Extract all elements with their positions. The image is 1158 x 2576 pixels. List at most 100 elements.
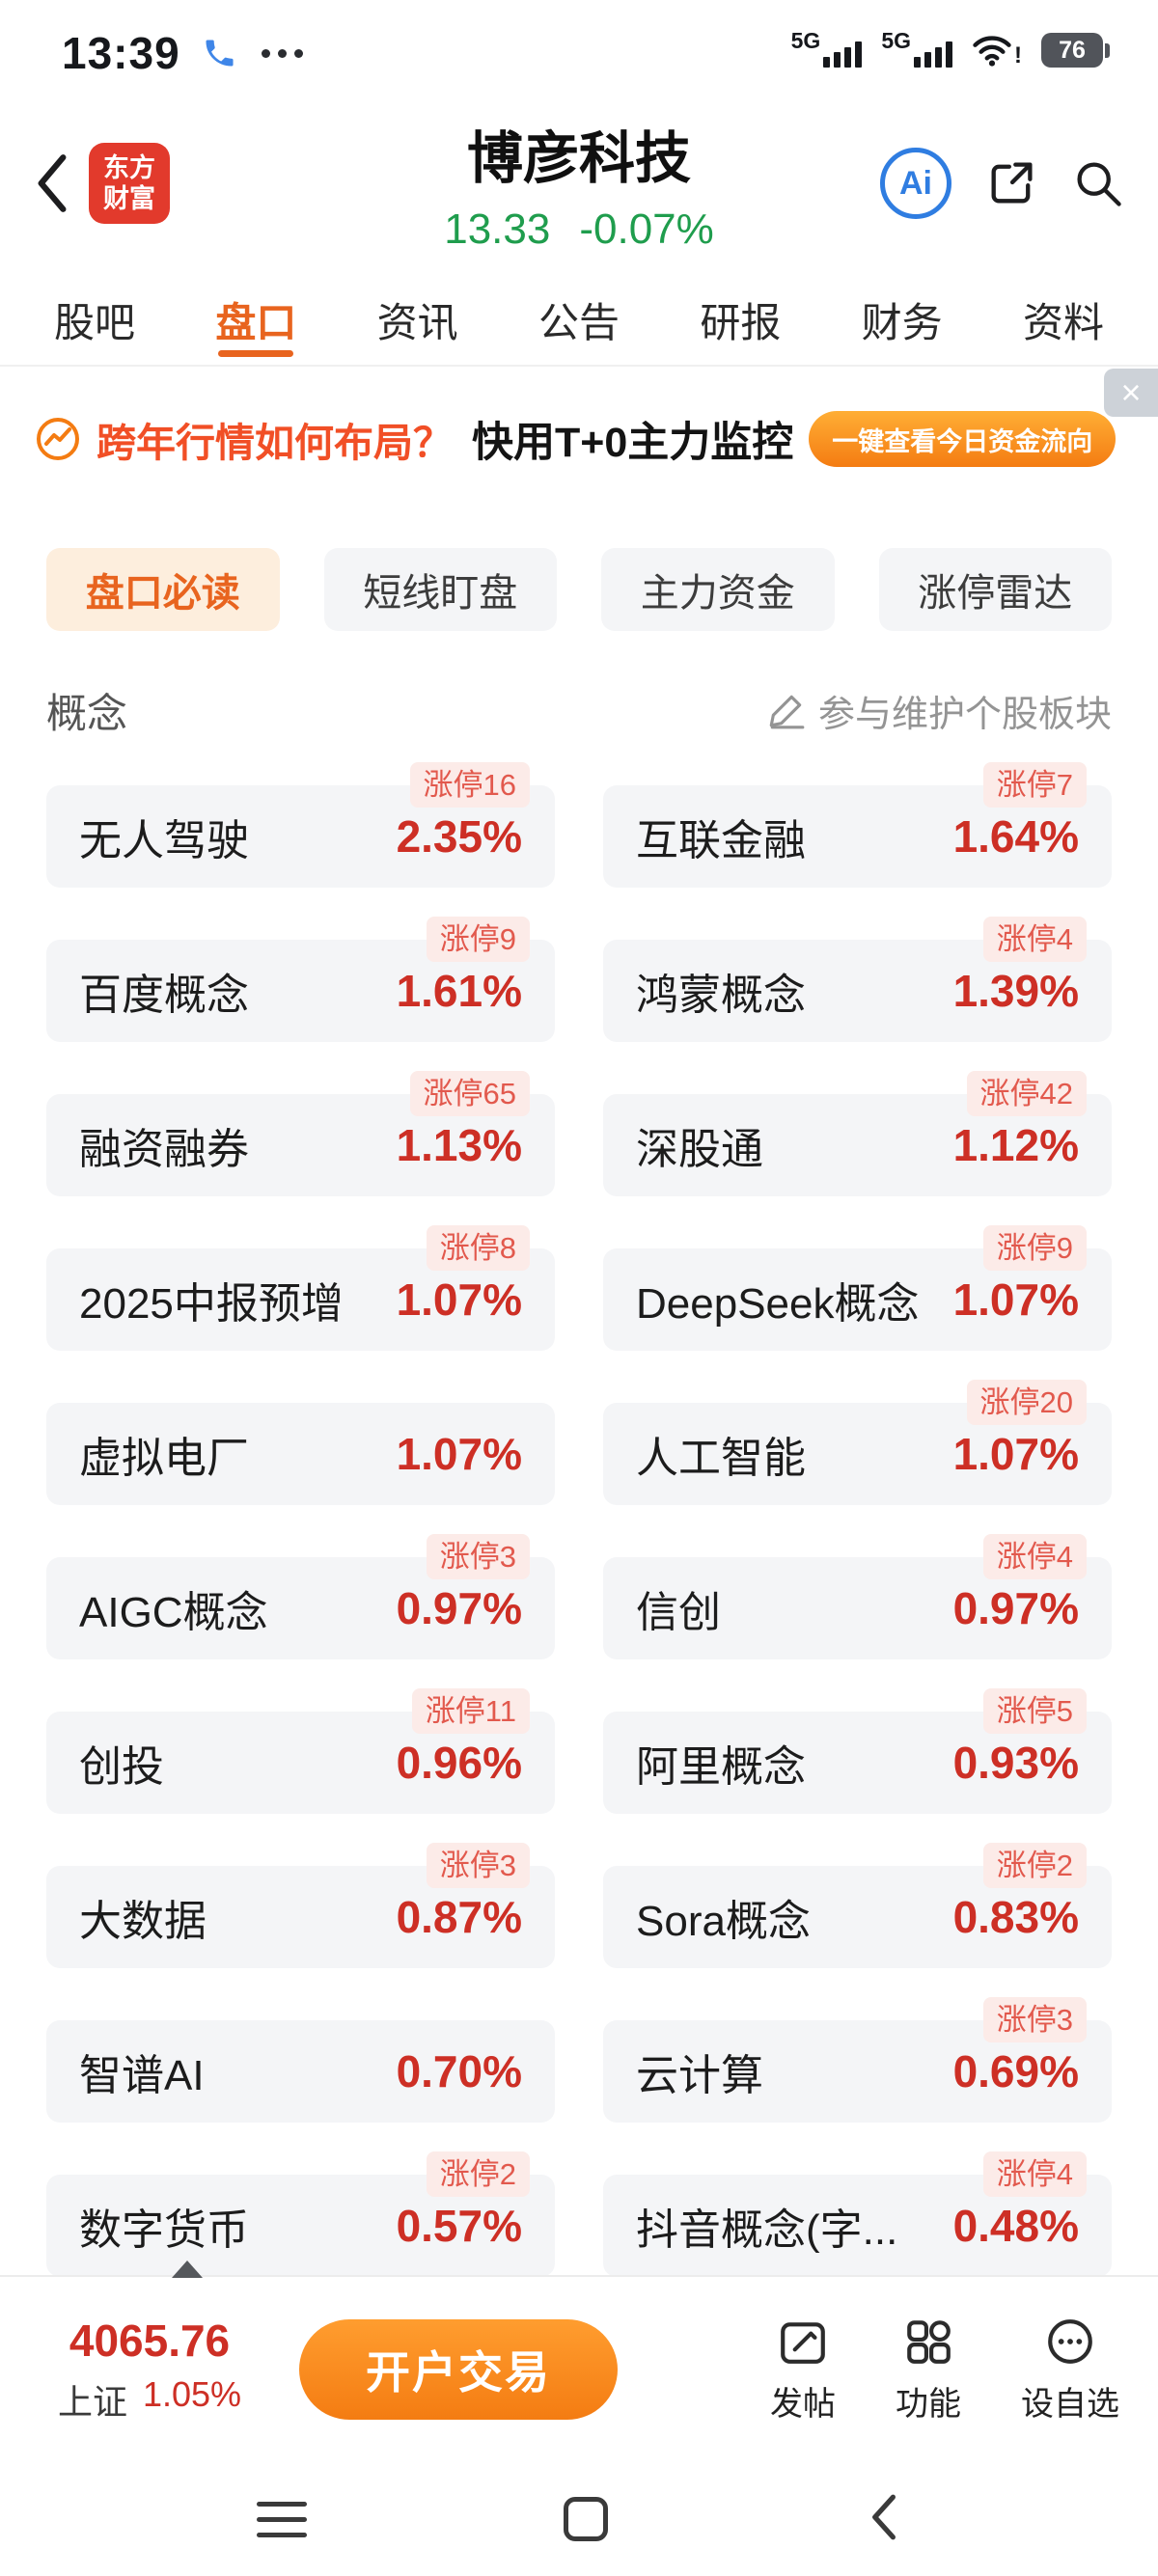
concept-card[interactable]: 智谱AI 0.70% xyxy=(46,2020,555,2123)
concept-cell: 涨停4 抖音概念(字... 0.48% xyxy=(603,2151,1112,2277)
concept-cell: 涨停11 创投 0.96% xyxy=(46,1688,555,1814)
limit-up-badge: 涨停16 xyxy=(409,762,530,808)
concept-name: 虚拟电厂 xyxy=(79,1435,249,1482)
concept-card[interactable]: 阿里概念 0.93% xyxy=(603,1712,1112,1814)
concept-card[interactable]: 百度概念 1.61% xyxy=(46,940,555,1042)
functions-button[interactable]: 功能 xyxy=(896,2316,961,2425)
filter-chip[interactable]: 盘口必读 xyxy=(46,548,280,631)
concept-card[interactable]: 无人驾驶 2.35% xyxy=(46,785,555,888)
add-watchlist-button[interactable]: 设自选 xyxy=(1021,2316,1119,2425)
back-icon[interactable] xyxy=(33,151,69,215)
index-value: 4065.76 xyxy=(69,2316,231,2366)
concept-change: 0.48% xyxy=(952,2201,1079,2251)
concept-cell: 涨停4 鸿蒙概念 1.39% xyxy=(603,917,1112,1042)
concept-name: 创投 xyxy=(79,1743,164,1791)
share-icon[interactable] xyxy=(984,156,1038,210)
concept-name: 抖音概念(字... xyxy=(636,2206,898,2254)
banner-close-icon[interactable]: × xyxy=(1104,369,1158,417)
filter-chip[interactable]: 短线盯盘 xyxy=(323,548,557,631)
concept-cell: 涨停5 阿里概念 0.93% xyxy=(603,1688,1112,1814)
limit-up-badge: 涨停20 xyxy=(966,1380,1087,1425)
chip-row: 盘口必读 短线盯盘 主力资金 涨停雷达 xyxy=(0,548,1158,631)
concept-change: 1.61% xyxy=(396,966,522,1016)
index-change: 1.05% xyxy=(142,2374,242,2414)
nav-back-icon[interactable] xyxy=(865,2491,901,2548)
filter-chip[interactable]: 主力资金 xyxy=(601,548,835,631)
status-bar: 13:39 5G 5G ! 76 xyxy=(0,0,1158,93)
page-title: 博彦科技 xyxy=(466,127,691,190)
concept-cell: 涨停3 AIGC概念 0.97% xyxy=(46,1534,555,1659)
concept-name: 百度概念 xyxy=(79,972,249,1019)
home-icon[interactable] xyxy=(564,2497,608,2541)
concept-change: 1.12% xyxy=(952,1120,1079,1170)
concept-name: 无人驾驶 xyxy=(79,817,249,864)
limit-up-badge: 涨停9 xyxy=(426,917,530,962)
tab[interactable]: 财务 xyxy=(861,299,943,345)
more-circle-icon xyxy=(1048,2318,1092,2364)
eastmoney-logo[interactable]: 东方 财富 xyxy=(89,143,170,224)
concept-cell: 涨停2 数字货币 0.57% xyxy=(46,2151,555,2277)
concept-name: 融资融券 xyxy=(79,1126,249,1173)
concept-change: 1.07% xyxy=(396,1429,522,1479)
concept-card[interactable]: 虚拟电厂 1.07% xyxy=(46,1403,555,1505)
concept-cell: 涨停42 深股通 1.12% xyxy=(603,1071,1112,1196)
search-icon[interactable] xyxy=(1071,156,1125,210)
battery-level: 76 xyxy=(1041,33,1103,68)
stock-price: 13.33 xyxy=(444,206,551,253)
concept-name: 智谱AI xyxy=(79,2052,205,2099)
tab[interactable]: 盘口 xyxy=(215,274,296,365)
concept-change: 0.69% xyxy=(952,2046,1079,2096)
limit-up-badge: 涨停11 xyxy=(411,1688,530,1734)
more-notifications-icon xyxy=(261,48,303,58)
tab[interactable]: 股吧 xyxy=(54,299,136,345)
android-nav-bar xyxy=(0,2462,1158,2576)
concept-card[interactable]: 数字货币 0.57% xyxy=(46,2175,555,2277)
expand-handle-icon[interactable] xyxy=(172,2261,203,2278)
post-button[interactable]: 发帖 xyxy=(770,2316,836,2425)
tab[interactable]: 资讯 xyxy=(376,299,458,345)
recents-menu-icon[interactable] xyxy=(257,2501,307,2537)
concept-card[interactable]: 抖音概念(字... 0.48% xyxy=(603,2175,1112,2277)
concept-name: 鸿蒙概念 xyxy=(636,972,806,1019)
limit-up-badge: 涨停4 xyxy=(982,2151,1087,2197)
stock-quote: 13.33 -0.07% xyxy=(293,206,865,254)
banner-headline-action: 快用T+0主力监控 xyxy=(472,420,794,466)
concept-name: 大数据 xyxy=(79,1898,207,1945)
banner-headline-question: 跨年行情如何布局？ xyxy=(96,421,453,465)
concept-cell: 涨停8 2025中报预增 1.07% xyxy=(46,1225,555,1351)
concept-change: 0.97% xyxy=(396,1583,522,1633)
wifi-icon: ! xyxy=(972,33,1022,68)
tab[interactable]: 公告 xyxy=(538,299,620,345)
concept-change: 0.96% xyxy=(396,1738,522,1788)
open-account-trade-button[interactable]: 开户交易 xyxy=(299,2319,618,2420)
trend-logo-icon xyxy=(37,418,79,460)
limit-up-badge: 涨停2 xyxy=(426,2151,530,2197)
tab-bar: 股吧 盘口 资讯 公告 研报 财务 资料 xyxy=(0,274,1158,367)
concept-cell: 涨停16 无人驾驶 2.35% xyxy=(46,762,555,888)
concept-change: 1.64% xyxy=(952,811,1079,862)
maintain-board-link[interactable]: 参与维护个股板块 xyxy=(766,684,1112,737)
concept-name: 互联金融 xyxy=(636,817,806,864)
tab[interactable]: 研报 xyxy=(700,299,782,345)
section-title: 概念 xyxy=(46,690,128,736)
tab[interactable]: 资料 xyxy=(1022,299,1104,345)
concept-change: 1.07% xyxy=(396,1274,522,1325)
ai-assistant-button[interactable]: Ai xyxy=(880,148,951,219)
limit-up-badge: 涨停3 xyxy=(982,1997,1087,2042)
limit-up-badge: 涨停4 xyxy=(982,1534,1087,1579)
limit-up-badge: 涨停65 xyxy=(409,1071,530,1116)
concept-change: 0.70% xyxy=(396,2046,522,2096)
index-quote[interactable]: 4065.76 上证 1.05% xyxy=(39,2315,261,2425)
concept-cell: 涨停4 信创 0.97% xyxy=(603,1534,1112,1659)
concept-cell: 涨停3 云计算 0.69% xyxy=(603,1997,1112,2123)
concept-name: 信创 xyxy=(636,1589,721,1636)
limit-up-badge: 涨停8 xyxy=(426,1225,530,1271)
limit-up-badge: 涨停2 xyxy=(982,1843,1087,1888)
concept-cell: 涨停9 DeepSeek概念 1.07% xyxy=(603,1225,1112,1351)
concept-cell: 智谱AI 0.70% xyxy=(46,1997,555,2123)
vowifi-phone-icon xyxy=(206,40,234,67)
banner-cta-button[interactable]: 一键查看今日资金流向 xyxy=(809,411,1117,467)
concept-cell: 涨停20 人工智能 1.07% xyxy=(603,1380,1112,1505)
filter-chip[interactable]: 涨停雷达 xyxy=(878,548,1112,631)
limit-up-badge: 涨停3 xyxy=(426,1534,530,1579)
